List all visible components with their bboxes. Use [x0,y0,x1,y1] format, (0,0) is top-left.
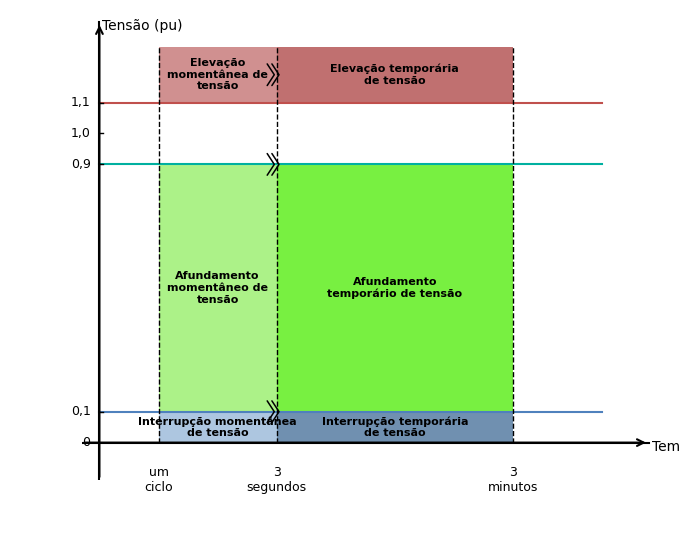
Text: 1,0: 1,0 [71,127,91,140]
Text: Interrupção temporária
de tensão: Interrupção temporária de tensão [321,416,468,438]
Bar [276,47,513,102]
Text: 0,1: 0,1 [71,405,91,418]
Text: Tempo: Tempo [652,440,681,454]
Bar [276,411,513,442]
Text: Interrupção momentânea
de tensão: Interrupção momentânea de tensão [138,416,297,438]
Text: 0,9: 0,9 [71,158,91,171]
Text: 3
segundos: 3 segundos [247,466,306,494]
Text: Afundamento
momentâneo de
tensão: Afundamento momentâneo de tensão [167,271,268,305]
Bar [276,164,513,411]
Bar [159,411,276,442]
Text: 0: 0 [82,436,91,449]
Text: 3
minutos: 3 minutos [488,466,538,494]
Text: Afundamento
temporário de tensão: Afundamento temporário de tensão [327,277,462,299]
Text: Elevação
momentânea de
tensão: Elevação momentânea de tensão [167,58,268,91]
Bar [159,164,276,411]
Text: Elevação temporária
de tensão: Elevação temporária de tensão [330,63,459,86]
Bar [159,47,276,102]
Text: 1,1: 1,1 [71,96,91,109]
Text: um
ciclo: um ciclo [144,466,173,494]
Text: Tensão (pu): Tensão (pu) [102,19,183,33]
